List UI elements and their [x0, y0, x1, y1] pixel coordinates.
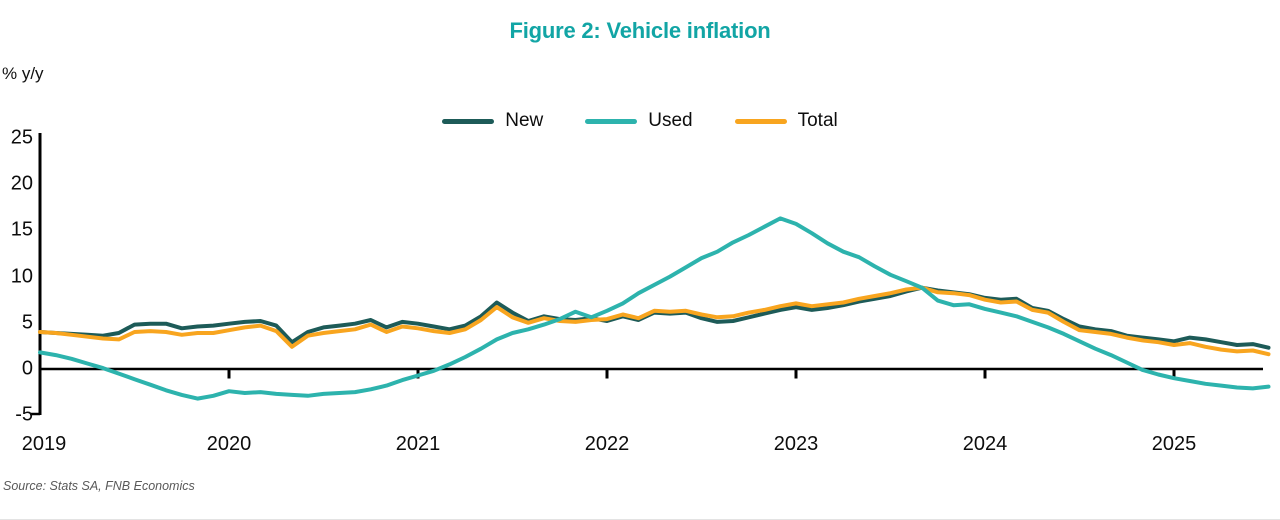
legend-label-used: Used	[648, 110, 693, 131]
legend-swatch-new	[442, 118, 495, 124]
source-note: Source: Stats SA, FNB Economics	[3, 479, 195, 493]
legend-label-total: Total	[797, 110, 838, 131]
y-tick-label-5: 5	[21, 311, 33, 334]
y-tick-label-0: 0	[21, 357, 33, 380]
x-tick-label-2019: 2019	[21, 433, 67, 455]
y-tick-label-15: 15	[10, 218, 33, 241]
x-axis-tick-labels: 2019 2020 2021 2022 2023 2024 2025	[0, 433, 1280, 459]
x-tick-label-2024: 2024	[962, 433, 1008, 455]
y-tick-label--5: -5	[15, 403, 33, 426]
series-line-total	[38, 285, 1271, 357]
legend-item-used: Used	[585, 110, 693, 132]
legend-swatch-total	[734, 118, 787, 124]
x-tick-label-2022: 2022	[584, 433, 630, 455]
y-axis-tick-labels: 25 20 15 10 5 0 -5	[0, 0, 33, 520]
y-tick-label-10: 10	[10, 265, 33, 288]
y-tick-label-25: 25	[10, 126, 33, 149]
series-line-new	[38, 285, 1271, 350]
y-axis-unit-label: % y/y	[2, 64, 44, 83]
x-tick-label-2020: 2020	[206, 433, 252, 455]
x-tick-label-2025: 2025	[1151, 433, 1197, 455]
y-tick-label-20: 20	[10, 172, 33, 195]
figure-title: Figure 2: Vehicle inflation	[509, 18, 771, 43]
legend-item-total: Total	[734, 110, 838, 132]
chart-legend: New Used Total	[0, 110, 1280, 132]
x-tick-label-2021: 2021	[395, 433, 441, 455]
legend-item-new: New	[442, 110, 543, 132]
x-tick-label-2023: 2023	[773, 433, 819, 455]
legend-swatch-used	[585, 118, 638, 124]
series-line-used	[38, 216, 1271, 401]
legend-label-new: New	[505, 110, 544, 131]
